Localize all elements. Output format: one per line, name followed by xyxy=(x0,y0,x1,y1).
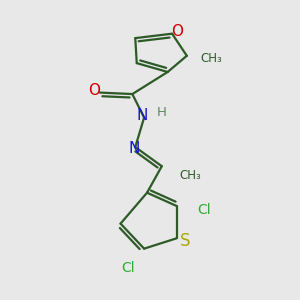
Text: Cl: Cl xyxy=(121,261,135,275)
Text: O: O xyxy=(171,24,183,39)
Text: N: N xyxy=(137,108,148,123)
Text: CH₃: CH₃ xyxy=(201,52,222,65)
Text: N: N xyxy=(128,141,140,156)
Text: O: O xyxy=(88,83,100,98)
Text: S: S xyxy=(180,232,190,250)
Text: Cl: Cl xyxy=(197,203,211,218)
Text: CH₃: CH₃ xyxy=(179,169,201,182)
Text: H: H xyxy=(157,106,167,119)
